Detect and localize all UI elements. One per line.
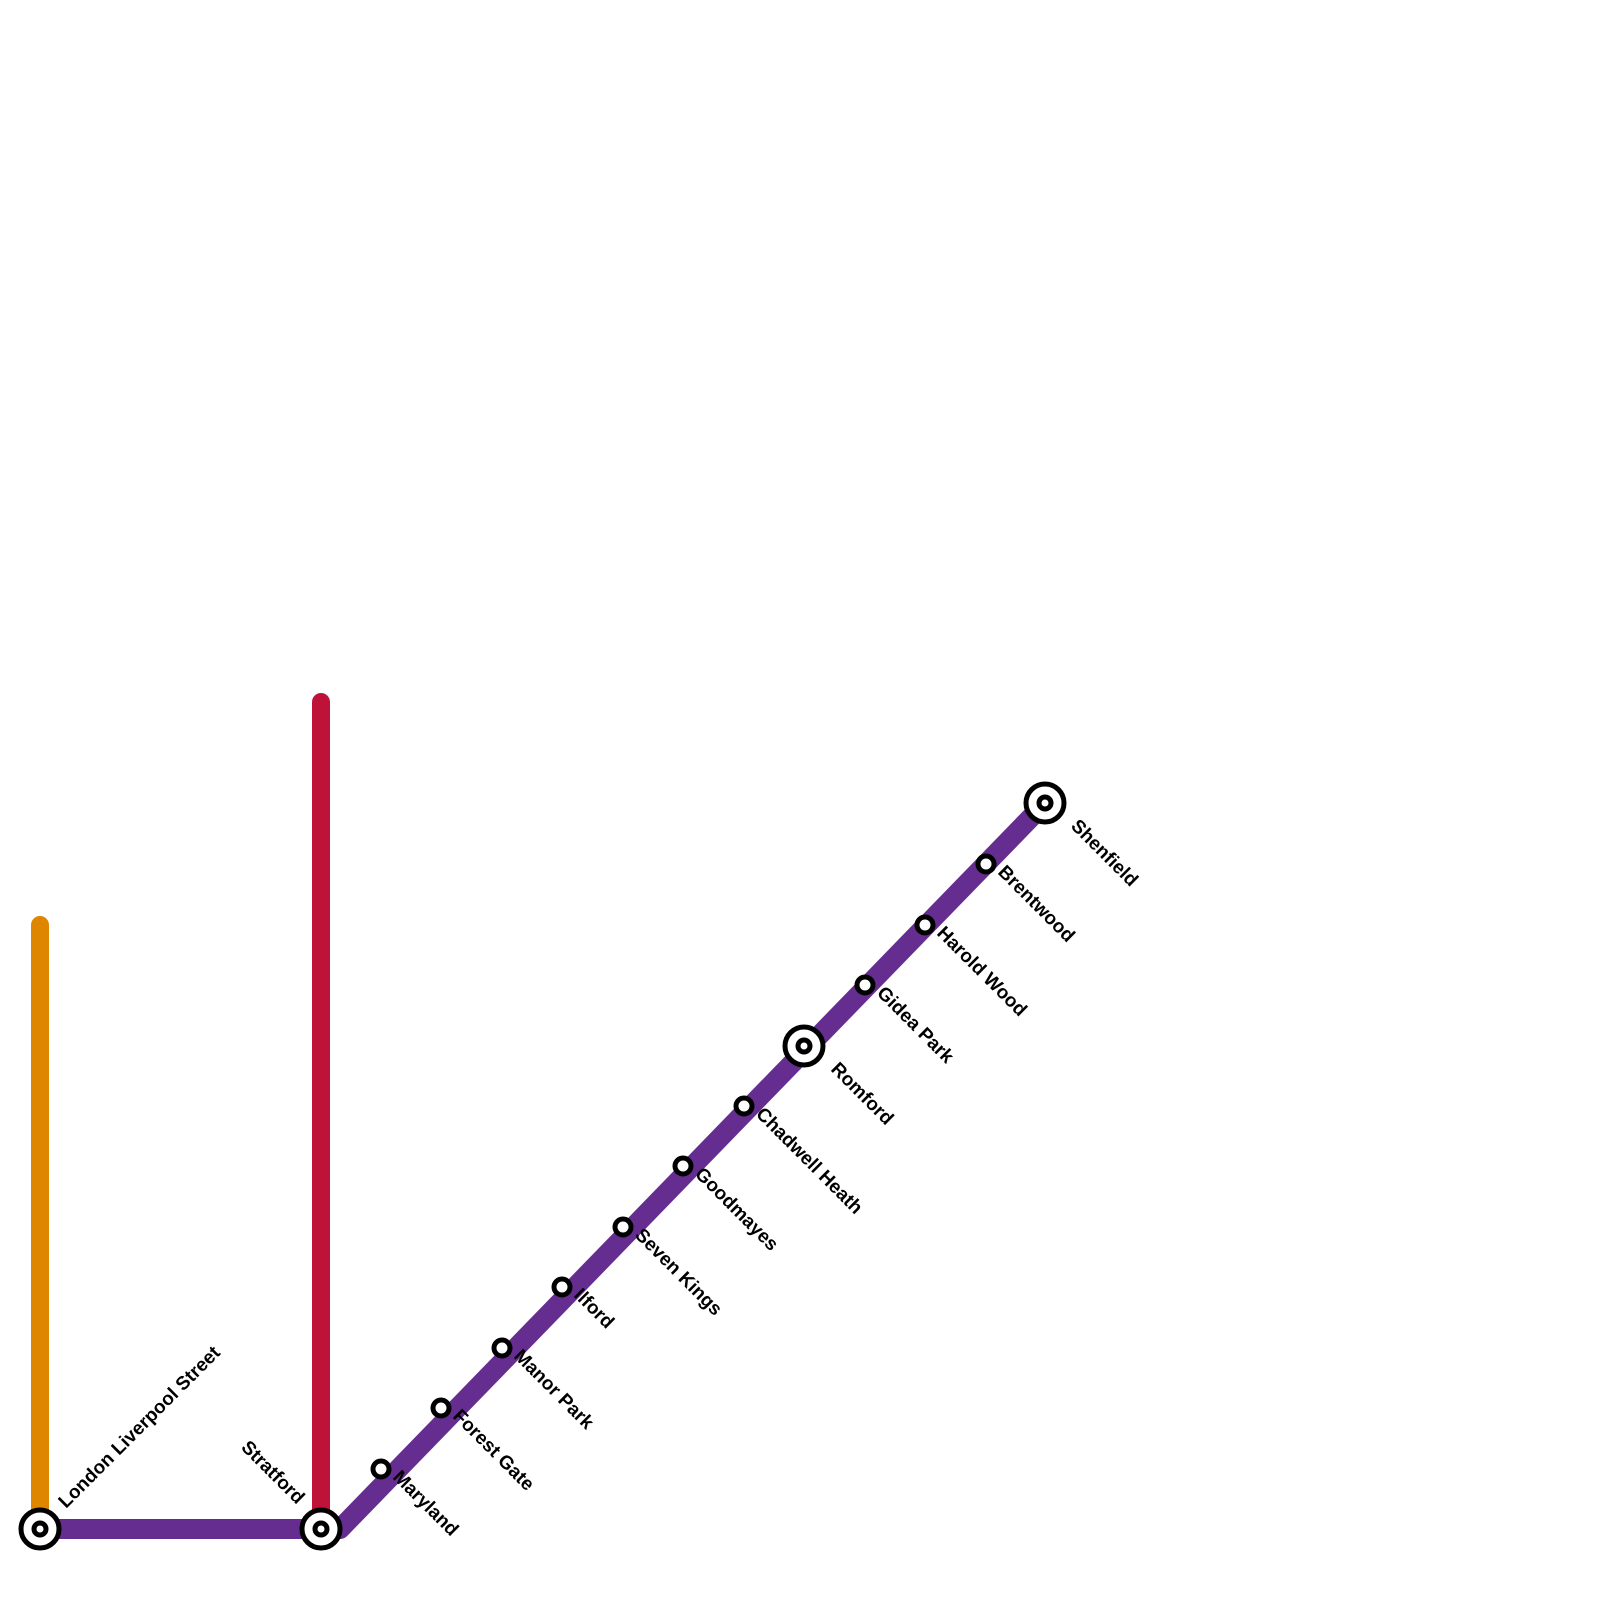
station-label: Romford: [826, 1059, 897, 1130]
station-label: Stratford: [237, 1437, 309, 1509]
station-brentwood[interactable]: Brentwood: [975, 853, 1078, 947]
station-label: Goodmayes: [690, 1164, 782, 1256]
station-label: Ilford: [569, 1285, 617, 1333]
station-maryland[interactable]: Maryland: [370, 1458, 462, 1541]
station-label: Chadwell Heath: [751, 1104, 866, 1219]
station-liverpool-street[interactable]: London Liverpool Street: [18, 1342, 226, 1551]
station-label: London Liverpool Street: [55, 1342, 226, 1513]
station-label: Seven Kings: [630, 1225, 725, 1320]
station-label: Harold Wood: [932, 923, 1030, 1021]
station-gidea-park[interactable]: Gidea Park: [854, 974, 958, 1068]
station-label: Forest Gate: [448, 1406, 538, 1496]
station-romford[interactable]: Romford: [782, 1024, 897, 1130]
station-label: Shenfield: [1066, 816, 1141, 891]
station-harold-wood[interactable]: Harold Wood: [914, 914, 1031, 1021]
station-forest-gate[interactable]: Forest Gate: [430, 1397, 538, 1496]
station-goodmayes[interactable]: Goodmayes: [672, 1155, 782, 1256]
station-manor-park[interactable]: Manor Park: [491, 1337, 598, 1434]
station-label: Brentwood: [993, 862, 1078, 947]
elizabeth-line: [30, 793, 1055, 1539]
station-label: Maryland: [388, 1467, 462, 1541]
station-label: Manor Park: [509, 1346, 597, 1434]
station-chadwell-heath[interactable]: Chadwell Heath: [733, 1095, 866, 1219]
station-label: Gidea Park: [872, 983, 957, 1068]
station-shenfield[interactable]: Shenfield: [1023, 781, 1142, 891]
